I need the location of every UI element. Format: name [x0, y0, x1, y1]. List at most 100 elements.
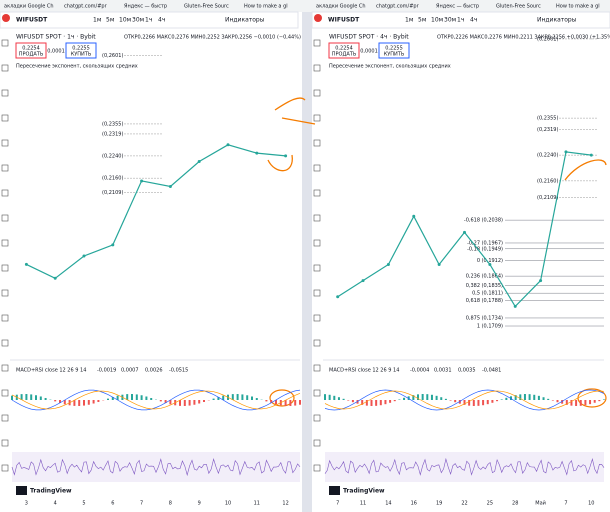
tool-icon[interactable]: [1, 39, 9, 47]
sell-button[interactable]: [328, 42, 360, 59]
tool-icon[interactable]: [313, 89, 321, 97]
hand-circle: [267, 154, 293, 172]
macd-hist: [407, 396, 410, 400]
symbol[interactable]: WIFUSDT: [16, 17, 48, 24]
interval[interactable]: 10м: [431, 17, 443, 24]
bookmark[interactable]: How to make a gl: [244, 4, 288, 10]
tool-icon[interactable]: [1, 89, 9, 97]
sell-button[interactable]: [15, 42, 47, 59]
tool-icon[interactable]: [313, 189, 321, 197]
interval[interactable]: 4ч: [158, 17, 165, 24]
macd-hist: [150, 398, 153, 400]
macd-hist: [97, 400, 100, 403]
tool-icon[interactable]: [1, 239, 9, 247]
interval[interactable]: 1м: [405, 17, 413, 24]
legend: WIFUSDT SPOT · 1ч · Bybit: [16, 34, 96, 41]
symbol[interactable]: WIFUSDT: [328, 17, 360, 24]
price-point: [284, 154, 288, 158]
macd-hist: [514, 395, 517, 400]
spread: 0,0001: [360, 49, 378, 55]
bookmark[interactable]: chatgpt.com/#pr: [64, 4, 108, 10]
tool-icon[interactable]: [1, 164, 9, 172]
tool-icon[interactable]: [1, 389, 9, 397]
tool-icon[interactable]: [1, 139, 9, 147]
tool-icon[interactable]: [313, 464, 321, 472]
price-point: [111, 243, 115, 247]
interval[interactable]: 1ч: [145, 17, 152, 24]
macd-hist: [551, 400, 554, 401]
macd-hist: [561, 400, 564, 404]
tool-icon[interactable]: [313, 264, 321, 272]
macd-hist: [603, 399, 605, 400]
price-point: [463, 230, 466, 234]
macd-value: -0,0019: [97, 368, 116, 374]
tool-icon[interactable]: [313, 314, 321, 322]
interval[interactable]: 10м: [119, 17, 131, 24]
tool-icon[interactable]: [313, 39, 321, 47]
tool-icon[interactable]: [1, 64, 9, 72]
bookmark[interactable]: акладки Google Ch: [316, 4, 366, 10]
tool-icon[interactable]: [1, 289, 9, 297]
bookmark[interactable]: Gluten-Free Sourc: [184, 4, 229, 10]
bookmark[interactable]: акладки Google Ch: [4, 4, 54, 10]
tool-icon[interactable]: [313, 214, 321, 222]
bookmark[interactable]: Яндекс — быстр: [436, 4, 479, 10]
interval[interactable]: 30м: [132, 17, 144, 24]
macd-hist: [482, 400, 485, 406]
price-label: (0,2240): [102, 153, 123, 159]
macd-hist: [30, 394, 33, 400]
tool-icon[interactable]: [313, 414, 321, 422]
buy-button[interactable]: [378, 42, 410, 59]
interval[interactable]: 5м: [106, 17, 114, 24]
fib-label: -0,27 (0,1967): [467, 240, 503, 246]
macd-hist: [20, 394, 23, 400]
bookmark[interactable]: Gluten-Free Sourc: [496, 4, 541, 10]
tool-icon[interactable]: [1, 214, 9, 222]
ohlc: ОТКР0,2226 МАКС0,2276 МИН0,2211 ЗАКР0,22…: [437, 35, 610, 41]
price-point: [564, 150, 568, 154]
buy-button[interactable]: [65, 42, 97, 59]
fib-label: -0,18 (0,1949): [467, 246, 503, 252]
tool-icon[interactable]: [313, 139, 321, 147]
macd-hist: [107, 398, 109, 400]
tool-icon[interactable]: [313, 364, 321, 372]
interval[interactable]: 30м: [444, 17, 456, 24]
macd-hist: [324, 394, 326, 400]
tool-icon[interactable]: [313, 389, 321, 397]
macd-hist: [236, 394, 239, 400]
tool-icon[interactable]: [1, 339, 9, 347]
fib-label: -0,618 (0,2038): [464, 218, 503, 224]
macd-hist: [477, 400, 480, 406]
toolbar: [0, 11, 299, 29]
tool-icon[interactable]: [313, 439, 321, 447]
tool-icon[interactable]: [313, 339, 321, 347]
tool-icon[interactable]: [313, 289, 321, 297]
tool-icon[interactable]: [1, 364, 9, 372]
macd-hist: [265, 400, 268, 402]
tool-icon[interactable]: [313, 239, 321, 247]
bookmark[interactable]: How to make a gl: [556, 4, 600, 10]
macd-hist: [35, 395, 37, 400]
interval[interactable]: 4ч: [470, 17, 477, 24]
bookmark[interactable]: Яндекс — быстр: [124, 4, 167, 10]
tool-icon[interactable]: [1, 314, 9, 322]
price-label: (0,2109): [537, 195, 558, 201]
tool-icon[interactable]: [313, 164, 321, 172]
tool-icon[interactable]: [1, 439, 9, 447]
interval[interactable]: 1м: [93, 17, 101, 24]
interval[interactable]: 1ч: [457, 17, 464, 24]
tool-icon[interactable]: [313, 64, 321, 72]
logo-icon: [329, 486, 340, 495]
tool-icon[interactable]: [1, 264, 9, 272]
macd-hist: [63, 400, 66, 405]
tool-icon[interactable]: [1, 189, 9, 197]
tool-icon[interactable]: [1, 114, 9, 122]
macd-hist: [179, 400, 181, 406]
tool-icon[interactable]: [1, 414, 9, 422]
indicators[interactable]: Индикаторы: [537, 17, 577, 24]
tool-icon[interactable]: [313, 114, 321, 122]
tool-icon[interactable]: [1, 464, 9, 472]
indicators[interactable]: Индикаторы: [225, 17, 265, 24]
bookmark[interactable]: chatgpt.com/#pr: [376, 4, 420, 10]
interval[interactable]: 5м: [418, 17, 426, 24]
